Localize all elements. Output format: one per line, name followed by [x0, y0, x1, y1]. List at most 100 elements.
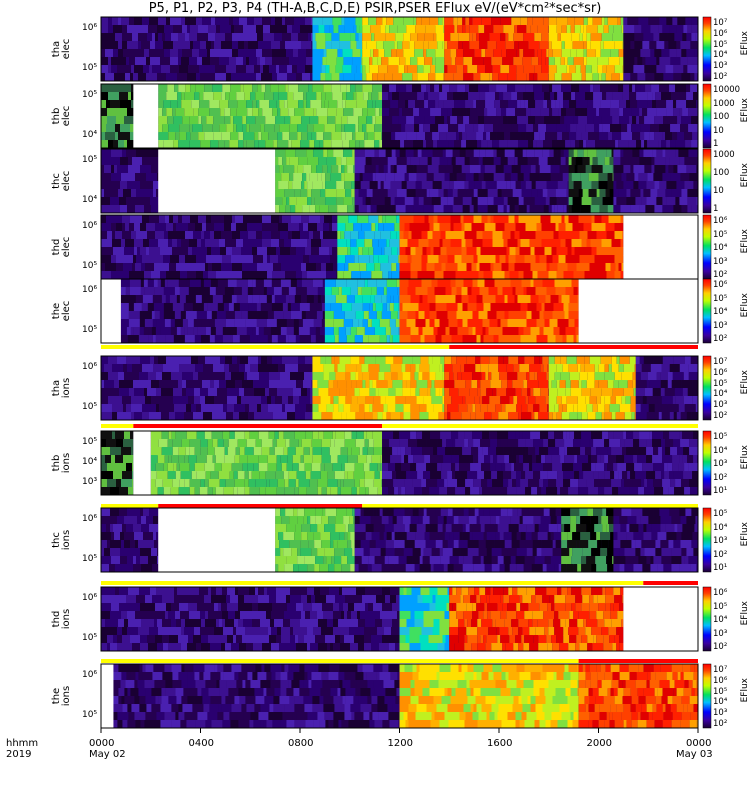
colorbar-tick-label: 1000 [713, 150, 735, 160]
mode-bar-yellow [101, 504, 159, 508]
segment-mid [337, 215, 400, 280]
colorbar-tick-label: 10⁴ [713, 615, 728, 625]
segment-low [354, 508, 562, 573]
colorbar-tick-label: 10⁴ [713, 697, 728, 708]
colorbar-tick-label: 1 [713, 204, 719, 214]
colorbar-tick-label: 10⁶ [713, 216, 728, 226]
colorbar-title: EFlux [740, 370, 750, 395]
colorbar-tick-label: 10³ [713, 256, 728, 267]
segment-low [101, 149, 169, 214]
panel-frame [100, 430, 699, 496]
segment-noise [561, 508, 614, 573]
segment-high [548, 17, 624, 82]
colorbar-tick-label: 10⁵ [713, 39, 728, 50]
panel-label-line: ions [61, 529, 72, 551]
colorbar-tick-label: 10⁴ [713, 50, 728, 61]
colorbar-tick-label: 10³ [713, 320, 728, 331]
colorbar-title: EFlux [740, 163, 750, 188]
data-gap [133, 431, 151, 495]
segment-noise [568, 149, 614, 214]
y-tick-label: 10⁵ [82, 633, 98, 643]
segment-noise [101, 431, 134, 496]
data-gap [158, 149, 276, 213]
segment-high [312, 356, 445, 421]
colorbar [702, 16, 712, 82]
x-tick-label: 0800 [288, 738, 314, 749]
colorbar-title: EFlux [740, 98, 750, 123]
segment-mid [399, 587, 450, 652]
colorbar-tick-label: 10² [713, 72, 728, 82]
segment-mid [324, 279, 400, 344]
panel-label-line: ions [61, 685, 72, 707]
segment-low [382, 431, 698, 496]
segment-high [548, 356, 636, 421]
segment-low [613, 508, 698, 573]
colorbar-tick-label: 10⁶ [713, 280, 728, 290]
colorbar-tick-label: 10³ [713, 459, 728, 469]
segment-vhigh [399, 215, 624, 280]
colorbar-tick-label: 10⁴ [713, 522, 728, 533]
segment-vhigh [449, 587, 624, 652]
segment-low [120, 279, 325, 344]
colorbar-tick-label: 10⁵ [713, 378, 728, 389]
colorbar-tick-label: 1 [713, 139, 719, 149]
segment-green [275, 508, 355, 573]
colorbar [702, 214, 712, 280]
segment-low [354, 149, 569, 214]
segment-low [113, 664, 400, 729]
data-gap [623, 587, 698, 651]
segment-low [623, 17, 698, 82]
panel-label-line: elec [61, 38, 72, 60]
data-gap [101, 664, 114, 728]
y-tick-label: 10⁵ [82, 402, 98, 412]
colorbar-tick-label: 10³ [713, 400, 728, 411]
colorbar [702, 148, 712, 214]
mode-bar-yellow [362, 504, 698, 508]
y-tick-label: 10⁵ [82, 554, 98, 564]
colorbar-tick-label: 10⁴ [713, 389, 728, 400]
colorbar-tick-label: 10⁴ [713, 307, 728, 317]
panel-label-line: ions [61, 608, 72, 630]
y-tick-label: 10⁶ [82, 593, 98, 603]
x-tick-label: 0000 [686, 738, 712, 749]
chart-title: P5, P1, P2, P3, P4 (TH-A,B,C,D,E) PSIR,P… [148, 1, 602, 16]
segment-vhigh [399, 279, 579, 344]
mode-bar-red [449, 345, 698, 349]
colorbar-tick-label: 100 [713, 112, 730, 122]
segment-low [101, 17, 313, 82]
y-tick-label: 10⁵ [82, 437, 98, 447]
colorbar-tick-label: 10⁴ [713, 243, 728, 253]
segment-green [158, 84, 383, 149]
colorbar-tick-label: 10⁵ [713, 293, 728, 304]
mode-bar-yellow [382, 424, 698, 428]
mode-bar-red [643, 581, 698, 585]
x-tick-label: 2000 [586, 738, 612, 749]
colorbar-tick-label: 10⁶ [713, 675, 728, 686]
segment-low [635, 356, 698, 421]
data-gap [578, 279, 698, 343]
colorbar-tick-label: 10⁵ [713, 432, 728, 442]
colorbar-tick-label: 10² [713, 411, 728, 421]
x-date-label: May 03 [676, 749, 713, 760]
panel-frame [100, 148, 699, 214]
x-tick-label: 0000 [89, 738, 115, 749]
panel-label-line: ions [61, 452, 72, 474]
y-tick-label: 10⁴ [82, 195, 98, 205]
colorbar-tick-label: 10⁷ [713, 665, 728, 675]
colorbar-tick-label: 10² [713, 549, 728, 560]
panel-label-line: elec [61, 105, 72, 127]
colorbar-tick-label: 10⁶ [713, 588, 728, 598]
y-tick-label: 10⁶ [82, 514, 98, 524]
x-tick-label: 1200 [387, 738, 413, 749]
colorbar [702, 586, 712, 652]
colorbar [702, 663, 712, 729]
segment-low [101, 356, 313, 421]
segment-low [613, 149, 698, 214]
colorbar [702, 83, 712, 149]
mode-bar-yellow [101, 581, 644, 585]
panel-frame [100, 507, 699, 573]
colorbar-tick-label: 10⁵ [713, 509, 728, 519]
segment-low [101, 587, 400, 652]
segment-vhigh [578, 664, 698, 729]
